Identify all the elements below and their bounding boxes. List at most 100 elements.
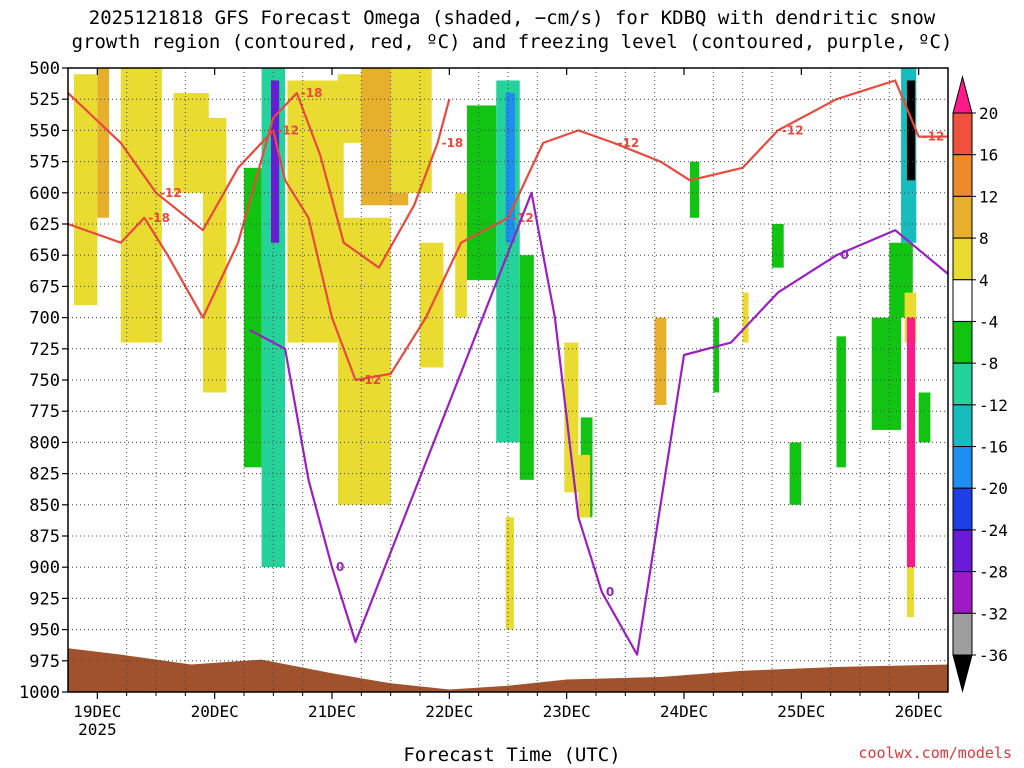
omega-shaded-patch [505, 517, 514, 630]
omega-shaded-patch [97, 68, 110, 218]
omega-shaded-patch [906, 317, 916, 568]
y-tick-label: 800 [29, 433, 60, 453]
colorbar-label: -32 [979, 604, 1008, 623]
omega-shaded-patch [455, 192, 467, 318]
y-tick-label: 825 [29, 465, 60, 485]
y-tick-label: 600 [29, 184, 60, 204]
colorbar-cell [952, 279, 973, 322]
colorbar-cell [952, 362, 973, 406]
colorbar-cell [952, 487, 973, 531]
colorbar-cell [952, 612, 973, 656]
omega-shaded-patch [918, 392, 931, 443]
omega-shaded-patch [713, 317, 720, 393]
colorbar-top-arrow [952, 75, 973, 114]
colorbar-cell [952, 320, 973, 364]
contour-label: -18 [442, 136, 464, 150]
y-tick-label: 625 [29, 215, 60, 235]
colorbar-cell [952, 529, 973, 573]
contour-label: -12 [160, 186, 182, 200]
omega-shaded-patch [871, 317, 902, 430]
y-tick-label: 900 [29, 558, 60, 578]
colorbar-bottom-arrow [952, 654, 973, 693]
x-tick-label: 25DEC [777, 702, 825, 721]
omega-shaded-patch [519, 255, 534, 480]
omega-shaded-patch [202, 117, 227, 393]
x-tick-label: 23DEC [543, 702, 591, 721]
y-tick-label: 500 [29, 59, 60, 79]
terrain-fill [68, 648, 948, 692]
colorbar-cell [952, 195, 973, 239]
contour-label: -18 [148, 211, 170, 225]
omega-shaded-patch [906, 80, 916, 181]
colorbar-cell [952, 404, 973, 448]
omega-shaded-patch [742, 292, 749, 343]
y-tick-label: 650 [29, 246, 60, 266]
x-tick-label: 26DEC [895, 702, 943, 721]
colorbar-label: -36 [979, 646, 1008, 665]
chart-title: 2025121818 GFS Forecast Omega (shaded, −… [0, 6, 1024, 54]
colorbar-label: -4 [979, 312, 998, 331]
omega-shaded-patch [120, 68, 162, 343]
colorbar-label: 8 [979, 229, 989, 248]
y-tick-label: 950 [29, 621, 60, 641]
colorbar-label: 16 [979, 146, 998, 165]
chart-title-line-2: growth region (contoured, red, ºC) and f… [71, 31, 953, 53]
colorbar-label: 4 [979, 271, 989, 290]
x-tick-label: 19DEC [73, 702, 121, 721]
colorbar-label: -28 [979, 563, 1008, 582]
y-tick-label: 700 [29, 309, 60, 329]
omega-shaded-patch [578, 454, 591, 518]
x-tick-label: 24DEC [660, 702, 708, 721]
omega-shaded-patch [337, 217, 391, 505]
y-tick-label: 675 [29, 277, 60, 297]
y-tick-label: 775 [29, 402, 60, 422]
x-tick-label: 21DEC [308, 702, 356, 721]
y-tick-label: 975 [29, 652, 60, 672]
y-tick-label: 525 [29, 90, 60, 110]
x-axis-title: Forecast Time (UTC) [403, 744, 621, 766]
y-tick-label: 725 [29, 340, 60, 360]
colorbar-cell [952, 154, 973, 197]
omega-shaded-patch [836, 336, 846, 468]
y-tick-label: 1000 [19, 683, 60, 703]
colorbar-cell [952, 446, 973, 489]
y-tick-label: 750 [29, 371, 60, 391]
omega-shaded-patch [789, 442, 802, 505]
colorbar-label: 20 [979, 104, 998, 123]
omega-shaded-patch [654, 317, 667, 405]
y-tick-label: 550 [29, 121, 60, 141]
omega-shaded-patch [564, 342, 579, 493]
colorbar-label: -8 [979, 354, 998, 373]
contour-line [67, 79, 948, 382]
omega-shaded-patch [689, 161, 700, 218]
colorbar-label: 12 [979, 187, 998, 206]
colorbar-cell [952, 112, 973, 156]
x-year-label: 2025 [78, 720, 117, 739]
y-tick-label: 575 [29, 153, 60, 173]
omega-shaded-patch [270, 80, 280, 243]
colorbar-label: -24 [979, 521, 1008, 540]
omega-shaded-patch [906, 567, 914, 618]
colorbar-cell [952, 571, 973, 614]
chart-title-line-1: 2025121818 GFS Forecast Omega (shaded, −… [88, 7, 936, 29]
colorbar-cell [952, 237, 973, 281]
omega-shaded-patch [505, 92, 516, 243]
omega-shaded-patch [772, 224, 784, 268]
credit-link[interactable]: coolwx.com/models [858, 744, 1012, 762]
y-tick-label: 850 [29, 496, 60, 516]
colorbar-label: -20 [979, 479, 1008, 498]
contour-label: -12 [923, 130, 945, 144]
contour-label: 0 [606, 585, 614, 599]
colorbar-label: -12 [979, 396, 1008, 415]
y-tick-label: 875 [29, 527, 60, 547]
omega-shaded-patch [466, 105, 497, 281]
contour-line [249, 191, 949, 656]
x-tick-label: 22DEC [425, 702, 473, 721]
contour-label: -12 [618, 136, 640, 150]
y-tick-label: 925 [29, 589, 60, 609]
colorbar-label: -16 [979, 438, 1008, 457]
contour-label: -12 [359, 373, 381, 387]
omega-shaded-patch [73, 74, 98, 306]
x-tick-label: 20DEC [191, 702, 239, 721]
